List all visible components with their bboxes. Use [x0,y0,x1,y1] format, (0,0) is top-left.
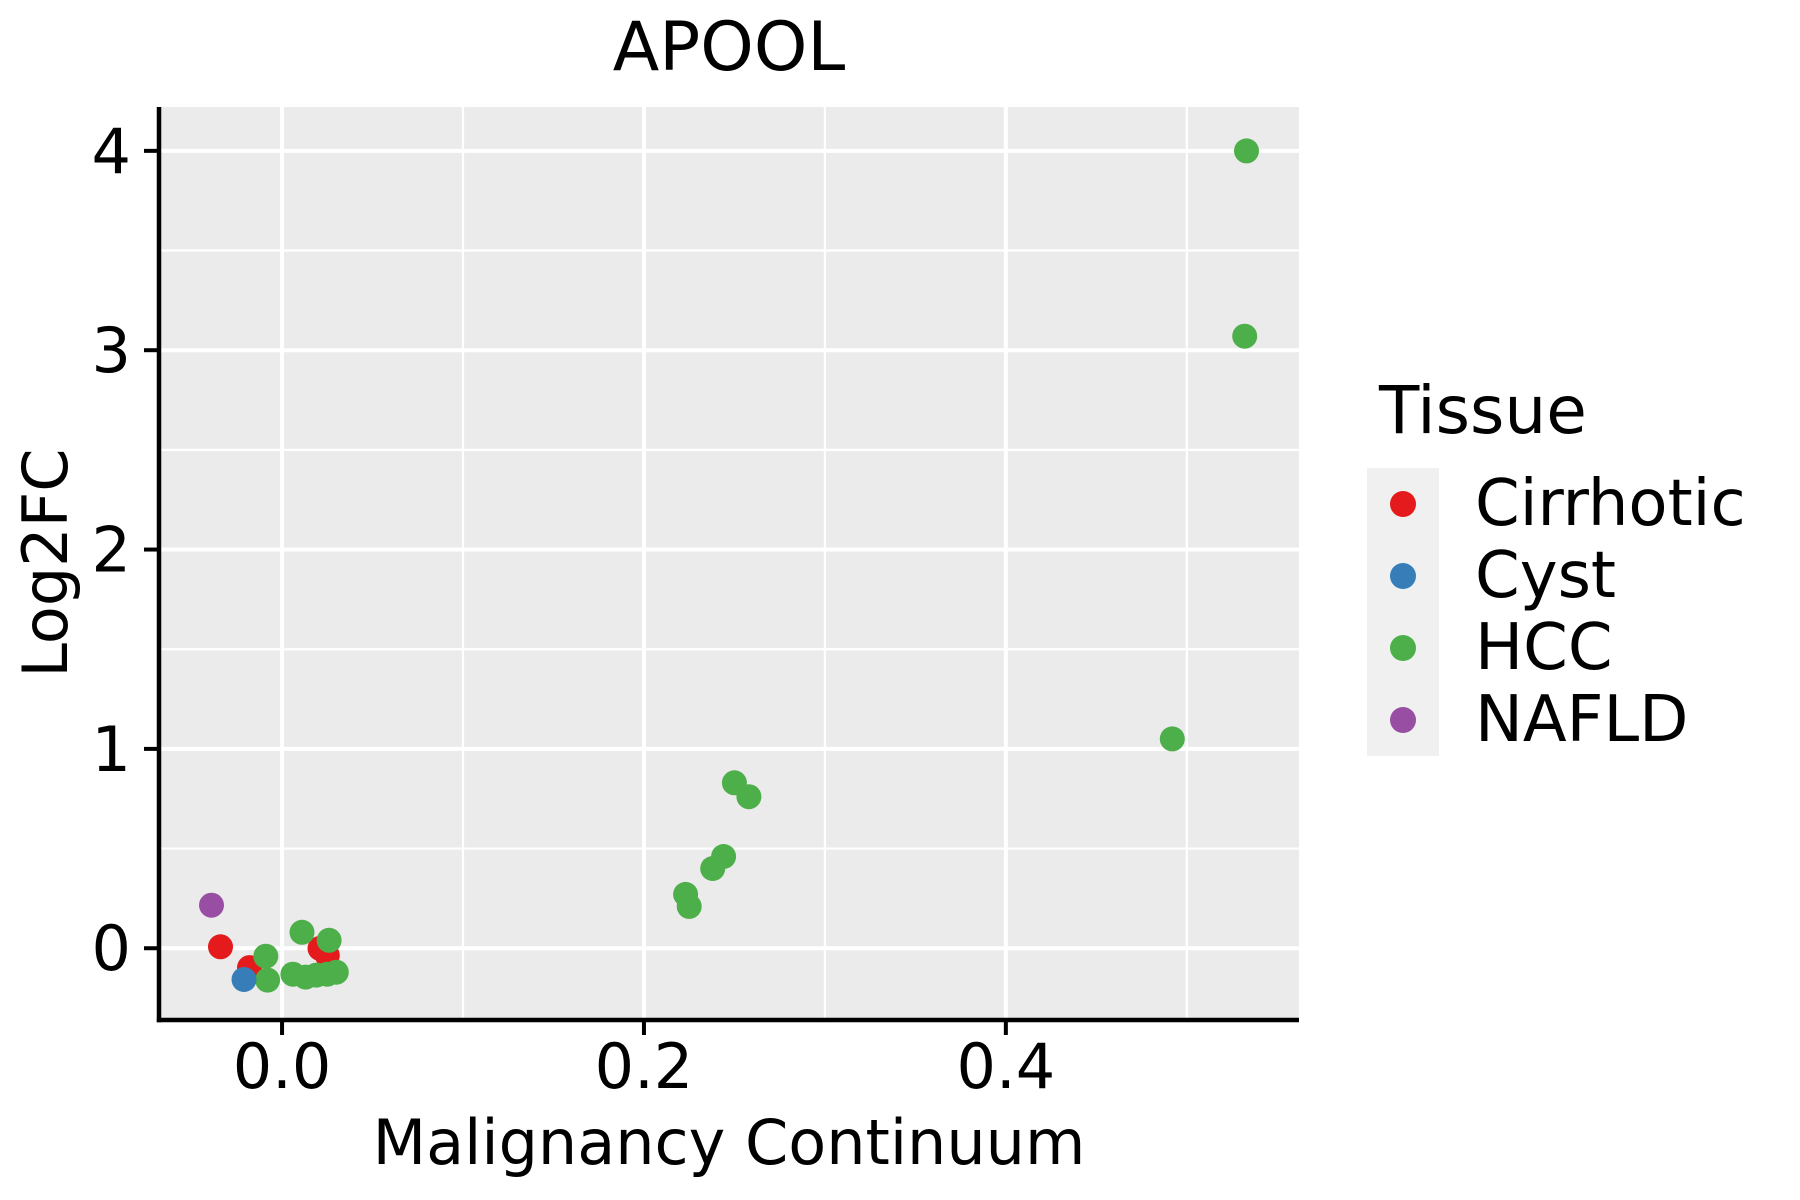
legend-key [1367,540,1439,612]
legend: Tissue Cirrhotic Cyst HCC [1367,374,1787,756]
legend-dot-icon [1390,635,1416,661]
point-hcc [1232,323,1258,349]
point-cirrhotic [208,934,233,960]
legend-item-nafld: NAFLD [1367,684,1787,756]
legend-key [1367,612,1439,684]
legend-item-label: Cirrhotic [1475,467,1746,541]
x-tick-label: 0.2 [595,1030,694,1103]
y-tick-label: 1 [92,713,131,786]
point-hcc [736,784,762,810]
point-hcc [289,919,315,945]
point-hcc [316,927,342,953]
legend-dot-icon [1390,707,1416,733]
legend-key [1367,468,1439,540]
x-tick-label: 0.4 [957,1030,1056,1103]
y-tick-label: 3 [92,314,131,387]
legend-item-label: HCC [1475,611,1613,685]
chart-title: APOOL [612,8,846,87]
legend-item-hcc: HCC [1367,612,1787,684]
y-tick-label: 2 [92,514,131,587]
point-cyst [231,967,257,992]
legend-dot-icon [1390,491,1416,517]
legend-item-cyst: Cyst [1367,540,1787,612]
y-axis-title-text: Log2FC [9,448,82,678]
legend-item-label: NAFLD [1475,683,1689,757]
point-hcc [700,856,726,881]
point-hcc [1159,726,1185,752]
y-tick-label: 4 [92,115,131,188]
point-hcc [255,967,281,993]
point-nafld [199,892,224,918]
y-tick-label: 0 [92,912,131,985]
legend-item-label: Cyst [1475,539,1616,613]
legend-dot-icon [1390,563,1416,589]
legend-item-cirrhotic: Cirrhotic [1367,468,1787,540]
point-hcc [253,943,279,969]
x-tick-label: 0.0 [233,1030,332,1103]
legend-key [1367,684,1439,756]
point-hcc [323,959,349,985]
legend-items: Cirrhotic Cyst HCC NAFLD [1367,468,1787,756]
legend-title: Tissue [1379,372,1587,449]
point-hcc [1234,138,1259,164]
panel-background [159,107,1299,1020]
point-hcc [676,893,702,919]
x-axis-title: Malignancy Continuum [372,1106,1086,1179]
